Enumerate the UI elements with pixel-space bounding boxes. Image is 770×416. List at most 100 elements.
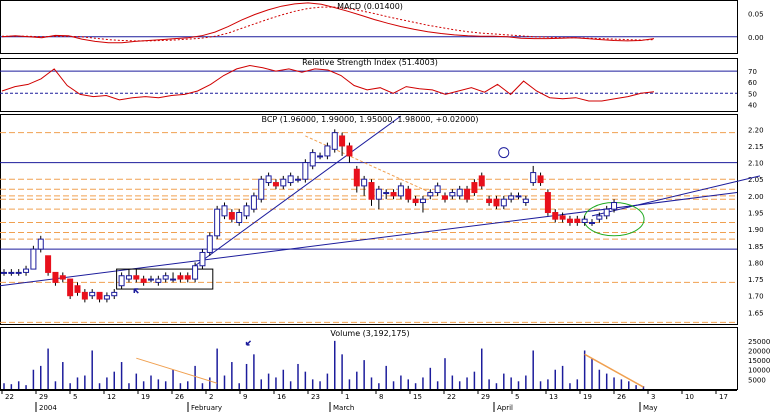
macd-panel: 0.05 0.00: [0, 2, 764, 44]
candle-body: [500, 198, 507, 207]
candle-body: [559, 215, 566, 220]
candle-body: [493, 198, 500, 207]
macd-signal-line: [2, 6, 655, 42]
candle-body: [383, 192, 390, 195]
volume-tick-label: 5000: [748, 376, 766, 384]
x-tick-label: 12: [107, 393, 116, 401]
macd-panel-frame: [0, 0, 738, 54]
candle-body: [287, 175, 294, 184]
candle-body: [317, 155, 324, 158]
candle-body: [346, 145, 353, 157]
candle-body: [331, 132, 338, 150]
rsi-tick-label: 40: [748, 101, 757, 109]
candle-body: [280, 178, 287, 187]
candle-body: [23, 268, 30, 273]
x-tick-label: 26: [175, 393, 184, 401]
candle-body: [192, 265, 199, 280]
candle-body: [375, 188, 382, 200]
price-title: BCP (1.96000, 1.99000, 1.95000, 1.98000,…: [262, 115, 479, 124]
rsi-title: Relative Strength Index (51.4003): [302, 58, 438, 67]
candle-body: [456, 188, 463, 197]
price-tick-label: 2.10: [748, 160, 764, 168]
candle-body: [566, 218, 573, 223]
month-label: April: [497, 404, 513, 412]
x-tick-label: 23: [311, 393, 320, 401]
candle-body: [589, 221, 595, 224]
candle-body: [427, 192, 434, 197]
candle-body: [442, 195, 448, 200]
candle-body: [522, 198, 529, 204]
price-panel-frame: [0, 114, 738, 325]
candle-body: [478, 175, 485, 187]
candle-body: [574, 218, 581, 223]
volume-trend-line: [136, 357, 218, 384]
price-tick-label: 1.65: [748, 309, 764, 317]
price-panel: 2.20 2.15 2.10 2.05 2.00 1.95 1.90 1.85 1.80 1.75…: [0, 115, 764, 323]
price-tick-label: 1.85: [748, 243, 764, 251]
candle-body: [397, 185, 404, 197]
volume-title: Volume (3,192,175): [330, 329, 409, 338]
candle-body: [339, 135, 346, 147]
x-tick-label: 8: [379, 393, 383, 401]
candle-body: [148, 278, 154, 281]
price-tick-label: 1.90: [748, 226, 764, 234]
x-tick-label: 22: [447, 393, 456, 401]
candle-body: [89, 291, 96, 297]
candle-body: [74, 285, 81, 293]
candle-body: [464, 188, 471, 200]
candle-body: [537, 175, 544, 184]
x-tick-label: 29: [39, 393, 48, 401]
candle-body: [45, 255, 52, 273]
candle-body: [449, 192, 456, 197]
volume-tick-label: 20000: [748, 347, 770, 355]
rsi-tick-label: 50: [748, 90, 757, 98]
rally-trend-line: [194, 115, 402, 267]
x-tick-label: 1: [345, 393, 349, 401]
candle-body: [140, 278, 147, 283]
rsi-panel-frame: [0, 58, 738, 112]
candle-body: [412, 198, 419, 204]
rsi-tick-label: 70: [748, 68, 757, 76]
candle-body: [15, 271, 22, 274]
x-tick-label: 5: [515, 393, 519, 401]
month-label: 2004: [39, 404, 57, 412]
price-tick-label: 2.00: [748, 193, 764, 201]
x-tick-label: 13: [549, 393, 558, 401]
price-tick-label: 1.80: [748, 259, 764, 267]
x-tick-label: 29: [481, 393, 490, 401]
candle-body: [162, 275, 169, 280]
x-tick-label: 3: [651, 393, 655, 401]
date-axis: 22 29 5 12 19 26 2 9 16 23 1 8 15 22 29 5 13 19 26 3 10 17200…: [0, 390, 737, 412]
candle-body: [214, 208, 221, 237]
candle-body: [361, 178, 368, 187]
candle-body: [295, 178, 301, 181]
candle-body: [8, 271, 15, 274]
candle-body: [37, 238, 44, 250]
candle-body: [111, 291, 118, 297]
x-tick-label: 2: [209, 393, 213, 401]
candle-body: [96, 291, 103, 300]
volume-tick-label: 10000: [748, 367, 770, 375]
candle-body: [530, 172, 537, 184]
price-tick-label: 1.70: [748, 293, 764, 301]
price-tick-label: 2.05: [748, 176, 764, 184]
candle-body: [228, 212, 235, 220]
macd-tick-label: 0.05: [748, 11, 764, 19]
candle-body: [170, 278, 177, 281]
rsi-line: [1, 64, 655, 102]
candle-body: [52, 271, 59, 283]
candle-body: [206, 235, 213, 253]
candle-body: [184, 275, 191, 280]
candle-body: [405, 188, 412, 200]
candle-body: [155, 278, 162, 283]
arrow-icon: [245, 340, 252, 346]
candle-body: [596, 215, 603, 220]
rsi-tick-label: 60: [748, 79, 757, 87]
candle-body: [419, 198, 426, 204]
candle-body: [324, 145, 331, 157]
smiley-icon: [498, 147, 510, 159]
x-tick-label: 17: [719, 393, 728, 401]
candle-body: [103, 295, 110, 300]
candle-body: [309, 152, 316, 167]
